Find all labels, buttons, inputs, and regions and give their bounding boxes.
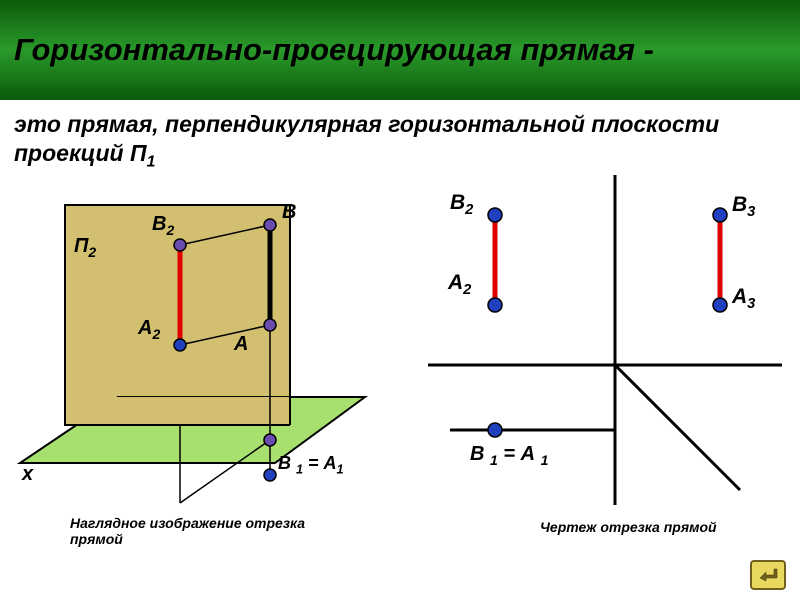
label-a-left: А	[234, 333, 248, 356]
subtitle-sub: 1	[147, 152, 156, 170]
slide-title: Горизонтально-проецирующая прямая -	[14, 32, 654, 68]
point-a2	[174, 339, 186, 351]
point-b2	[174, 239, 186, 251]
point-b1a1-low	[264, 469, 276, 481]
label-a2-left: А2	[138, 317, 160, 342]
point-b1a1-r	[488, 423, 502, 437]
right-figure: В2 А2 В3 А3 В 1 = А 1 Чертеж отрезка пря…	[420, 175, 790, 555]
diag-45	[615, 365, 740, 490]
point-b1a1	[264, 434, 276, 446]
label-b2-left: В2	[152, 213, 174, 238]
subtitle-text: это прямая, перпендикулярная горизонталь…	[14, 111, 719, 166]
point-a2-r	[488, 298, 502, 312]
content-area: П2 В2 В А2 А x В 1 = А1 Наглядное изобра…	[0, 175, 800, 605]
point-a	[264, 319, 276, 331]
label-a3-r: А3	[732, 285, 755, 312]
label-x: x	[22, 463, 33, 486]
slide-header: Горизонтально-проецирующая прямая -	[0, 0, 800, 100]
slide-subtitle: это прямая, перпендикулярная горизонталь…	[0, 100, 800, 175]
label-p2: П2	[74, 235, 96, 260]
right-caption: Чертеж отрезка прямой	[540, 519, 717, 535]
point-b2-r	[488, 208, 502, 222]
label-b1a1-left: В 1 = А1	[278, 453, 344, 477]
plane-p2-front	[65, 397, 290, 425]
label-a2-r: А2	[448, 271, 471, 298]
point-b	[264, 219, 276, 231]
left-caption: Наглядное изображение отрезка прямой	[70, 515, 330, 547]
point-a3-r	[713, 298, 727, 312]
label-b1a1-r: В 1 = А 1	[470, 443, 548, 468]
label-b2-r: В2	[450, 191, 473, 218]
return-icon	[756, 566, 780, 584]
label-b3-r: В3	[732, 193, 755, 220]
left-figure: П2 В2 В А2 А x В 1 = А1 Наглядное изобра…	[10, 175, 400, 555]
point-b3-r	[713, 208, 727, 222]
nav-return-button[interactable]	[750, 560, 786, 590]
label-b-left: В	[282, 201, 296, 224]
